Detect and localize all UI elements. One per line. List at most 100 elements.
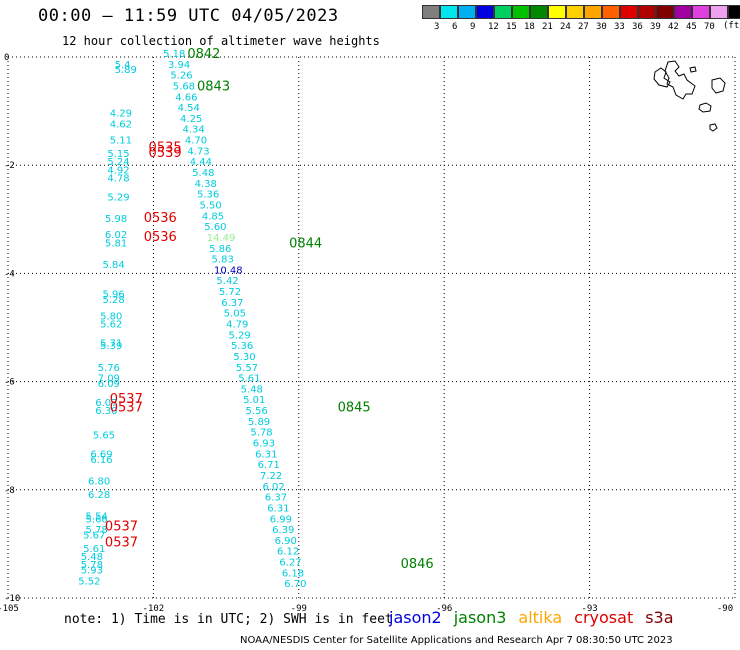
colorbar-label: 3 bbox=[434, 22, 440, 32]
latitude-tick-label: -4 bbox=[4, 269, 15, 279]
longitude-tick-label: -102 bbox=[143, 604, 165, 614]
wave-height-value: 5.54 bbox=[86, 512, 108, 523]
wave-height-value: 5.42 bbox=[216, 276, 238, 287]
wave-height-value: 6.39 bbox=[272, 525, 294, 536]
pass-time-label: 0537 bbox=[110, 392, 143, 407]
wave-height-value: 6.28 bbox=[88, 490, 110, 501]
wave-height-value: 5.89 bbox=[248, 417, 270, 428]
pass-time-label: 0844 bbox=[289, 236, 322, 251]
colorbar-label: 12 bbox=[488, 22, 499, 32]
wave-height-value: 5.76 bbox=[98, 363, 120, 374]
colorbar-label: 15 bbox=[506, 22, 517, 32]
wave-height-points: 5.183.945.265.684.664.544.254.344.704.73… bbox=[78, 49, 306, 590]
pass-time-label: 0536 bbox=[144, 230, 177, 245]
wave-height-value: 6.31 bbox=[255, 449, 277, 460]
pass-time-label: 0536 bbox=[144, 211, 177, 226]
wave-height-value: 5.18 bbox=[163, 49, 185, 60]
island-outline bbox=[689, 66, 697, 73]
legend-entry-jason3: jason3 bbox=[453, 608, 507, 627]
colorbar-swatch: 3 bbox=[422, 5, 440, 32]
satellite-legend: jason2 jason3 altika cryosat s3a bbox=[389, 608, 674, 627]
wave-height-value: 5.98 bbox=[105, 214, 127, 225]
wave-height-value: 4.79 bbox=[226, 320, 248, 331]
map-axes: -105 -102 -99 -96 -93 -90 0 -2 -4 -6 -8 -10 bbox=[0, 53, 733, 614]
wave-height-value: 7.09 bbox=[98, 374, 120, 385]
wave-height-value: 4.25 bbox=[180, 114, 202, 125]
wave-height-value: 4.73 bbox=[187, 146, 209, 157]
colorbar-swatch: 18 bbox=[512, 5, 535, 32]
wave-height-value: 6.27 bbox=[279, 558, 301, 569]
map-note: note: 1) Time is in UTC; 2) SWH is in fe… bbox=[64, 612, 393, 627]
wave-height-value: 4.44 bbox=[190, 157, 212, 168]
wave-height-value: 5.86 bbox=[209, 244, 231, 255]
colorbar-unit: (ft) bbox=[723, 21, 740, 31]
colorbar-label: 36 bbox=[632, 22, 643, 32]
island-outline bbox=[709, 123, 718, 132]
wave-height-value: 6.07 bbox=[95, 398, 117, 409]
island-outline bbox=[653, 67, 671, 88]
island-outline bbox=[711, 77, 726, 94]
latitude-tick-label: -6 bbox=[4, 378, 15, 388]
wave-height-value: 5.68 bbox=[173, 81, 195, 92]
wave-height-value: 6.12 bbox=[277, 547, 299, 558]
wave-height-value: 6.80 bbox=[88, 476, 110, 487]
map-title: 00:00 – 11:59 UTC 04/05/2023 bbox=[38, 6, 339, 26]
wave-height-value: 6.90 bbox=[275, 536, 297, 547]
credit-footer: NOAA/NESDIS Center for Satellite Applica… bbox=[240, 635, 673, 646]
longitude-tick-label: -96 bbox=[436, 604, 452, 614]
wave-height-value: 7.22 bbox=[260, 471, 282, 482]
wave-height-value: 6.30 bbox=[95, 406, 117, 417]
island-outline bbox=[664, 60, 696, 100]
wave-height-value: 5.24 bbox=[107, 157, 129, 168]
wave-height-value: 4.62 bbox=[110, 119, 132, 130]
wave-height-value: 4.66 bbox=[175, 92, 197, 103]
colorbar-label: 24 bbox=[560, 22, 571, 32]
colorbar-swatch: 12 bbox=[476, 5, 499, 32]
wave-height-value: 5.61 bbox=[238, 374, 260, 385]
pass-time-label: 0846 bbox=[401, 557, 434, 572]
wave-height-value: 6.09 bbox=[98, 379, 120, 390]
wave-height-value: 4.70 bbox=[185, 136, 207, 147]
wave-height-value: 5.65 bbox=[93, 430, 115, 441]
wave-height-value: 4.85 bbox=[202, 211, 224, 222]
wave-height-value: 6.71 bbox=[258, 460, 280, 471]
wave-height-value: 5.78 bbox=[81, 560, 103, 571]
colorbar-swatch: 42 bbox=[656, 5, 679, 32]
wave-height-value: 5.15 bbox=[107, 149, 129, 160]
wave-height-value: 6.93 bbox=[253, 439, 275, 450]
wave-height-value: 6.02 bbox=[262, 482, 284, 493]
wave-height-value: 5.89 bbox=[115, 65, 137, 76]
legend-entry-altika: altika bbox=[518, 608, 563, 627]
wave-height-value: 5.05 bbox=[224, 309, 246, 320]
colorbar-label: 18 bbox=[524, 22, 535, 32]
pass-time-label: 0539 bbox=[149, 146, 182, 161]
latitude-tick-label: 0 bbox=[4, 53, 9, 63]
pass-time-label: 0537 bbox=[105, 536, 138, 551]
wave-height-value: 5.96 bbox=[103, 290, 125, 301]
legend-entry-s3a: s3a bbox=[645, 608, 674, 627]
pass-time-label: 0537 bbox=[110, 400, 143, 415]
wave-height-value: 5.4 bbox=[115, 60, 131, 71]
legend-entry-jason2: jason2 bbox=[389, 608, 442, 627]
colorbar-swatch: 33 bbox=[602, 5, 625, 32]
longitude-tick-label: -93 bbox=[581, 604, 597, 614]
wave-height-value: 6.99 bbox=[270, 514, 292, 525]
wave-height-value: 5.26 bbox=[170, 71, 192, 82]
wave-height-value: 10.48 bbox=[214, 265, 243, 276]
colorbar-swatch: 27 bbox=[566, 5, 589, 32]
wave-height-value: 5.29 bbox=[229, 330, 251, 341]
colorbar-label: 6 bbox=[452, 22, 458, 32]
colorbar-swatch: 6 bbox=[440, 5, 458, 32]
wave-height-value: 5.48 bbox=[241, 384, 263, 395]
wave-height-value: 5.56 bbox=[245, 406, 267, 417]
latitude-tick-label: -10 bbox=[4, 594, 20, 604]
wave-height-value: 6.69 bbox=[90, 449, 112, 460]
wave-height-value: 4.38 bbox=[195, 179, 217, 190]
wave-height-value: 4.29 bbox=[110, 109, 132, 120]
wave-height-value: 4.34 bbox=[182, 125, 204, 136]
colorbar-label: 9 bbox=[470, 22, 476, 32]
longitude-tick-label: -99 bbox=[291, 604, 307, 614]
wave-height-value: 5.52 bbox=[78, 576, 100, 587]
wave-height-value: 6.70 bbox=[284, 579, 306, 590]
